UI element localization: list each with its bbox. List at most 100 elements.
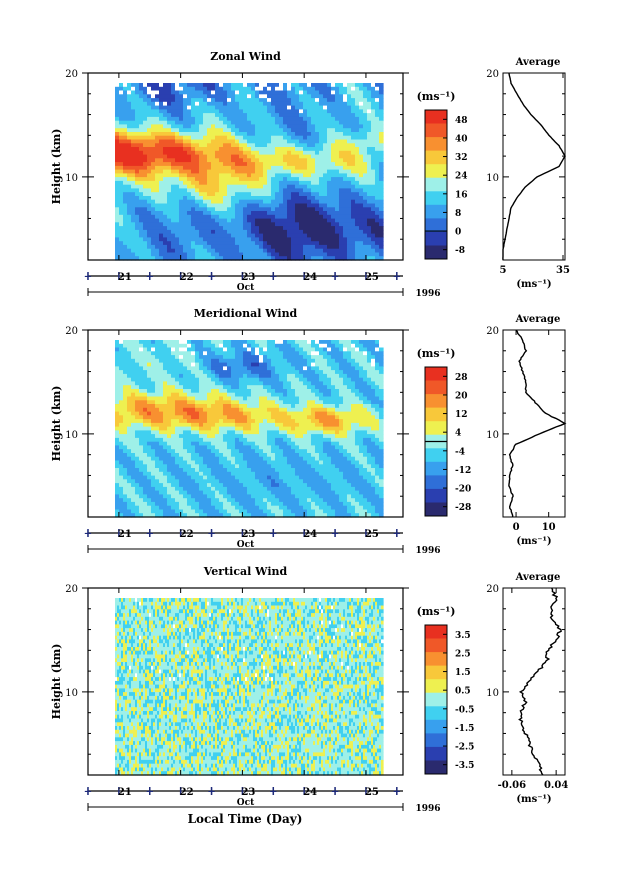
heatmap-cell [195,389,200,394]
heatmap-cell [223,449,228,454]
heatmap-cell [227,154,232,159]
heatmap-cell [135,226,140,231]
heatmap-cell [171,184,176,190]
heatmap-cell [191,207,196,212]
heatmap-cell [167,475,172,480]
heatmap-cell [239,430,244,435]
heatmap-cell [139,83,144,88]
heatmap-cell [235,373,240,379]
heatmap-cell [235,98,240,103]
heatmap-cell [163,128,168,133]
heatmap-cell [355,150,360,156]
heatmap-cell [187,169,192,174]
heatmap-cell [191,86,196,92]
heatmap-cell [215,486,220,492]
heatmap-cell [307,222,312,227]
heatmap-cell [127,105,132,110]
heatmap-cell [267,128,272,133]
heatmap-cell [207,464,212,469]
heatmap-cell [339,233,344,238]
heatmap-cell [235,180,240,186]
heatmap-cell [127,505,132,511]
heatmap-cell [347,180,352,186]
heatmap-cell [171,471,176,477]
heatmap-cell [283,237,288,242]
heatmap-cell [187,501,192,507]
heatmap-cell [227,415,232,420]
heatmap-cell [151,244,156,250]
heatmap-cell [227,351,232,356]
heatmap-cell [167,370,172,375]
heatmap-cell [179,177,184,182]
heatmap-cell [323,169,328,174]
heatmap-cell [211,385,216,390]
heatmap-cell [255,203,260,208]
heatmap-cell [199,252,204,257]
heatmap-cell [235,419,240,424]
heatmap-cell [207,486,212,492]
heatmap-cell [255,256,260,261]
heatmap-cell [115,483,120,488]
heatmap-cell [195,177,200,182]
heatmap-cell [379,214,384,220]
heatmap-cell [247,494,252,499]
heatmap-cell [371,196,376,201]
heatmap-cell [271,101,276,107]
heatmap-cell [151,419,156,424]
heatmap-cell [143,479,148,484]
heatmap-cell [231,196,236,201]
heatmap-cell [215,362,220,367]
heatmap-cell [307,86,312,92]
heatmap-cell [127,422,132,428]
heatmap-cell [199,256,204,261]
heatmap-cell [131,343,136,349]
heatmap-cell [275,109,280,114]
heatmap-cell [179,411,184,416]
heatmap-cell [223,180,228,186]
heatmap-cell [195,479,200,484]
heatmap-cell [275,252,280,257]
heatmap-cell [255,475,260,480]
heatmap-cell [255,98,260,103]
heatmap-cell [211,147,216,152]
heatmap-cell [167,396,172,401]
heatmap-cell [147,256,152,261]
heatmap-cell [207,116,212,122]
heatmap-cell [243,460,248,465]
heatmap-cell [239,347,244,352]
heatmap-cell [175,373,180,379]
heatmap-cell [131,124,136,129]
heatmap-cell [259,422,264,428]
heatmap-cell [187,370,192,375]
heatmap-cell [139,120,144,126]
heatmap-cell [183,358,188,364]
heatmap-cell [227,430,232,435]
heatmap-cell [179,347,184,352]
heatmap-cell [171,86,176,92]
heatmap-cell [183,340,188,345]
heatmap-cell [187,132,192,137]
heatmap-cell [127,169,132,174]
heatmap-cell [183,400,188,405]
heatmap-cell [335,248,340,254]
heatmap-cell [207,434,212,439]
heatmap-cell [235,211,240,216]
heatmap-cell [231,445,236,450]
heatmap-cell [231,471,236,477]
heatmap-cell [239,94,244,99]
heatmap-cell [267,105,272,110]
heatmap-cell [123,218,128,223]
heatmap-cell [211,404,216,409]
heatmap-cell [211,509,216,514]
heatmap-cell [351,86,356,92]
heatmap-cell [151,362,156,367]
heatmap-cell [167,173,172,178]
heatmap-cell [299,150,304,156]
heatmap-cell [347,177,352,182]
heatmap-cell [315,162,320,167]
heatmap-cell [243,494,248,499]
heatmap-cell [303,211,308,216]
heatmap-cell [351,199,356,205]
heatmap-cell [371,192,376,197]
heatmap-cell [179,105,184,110]
